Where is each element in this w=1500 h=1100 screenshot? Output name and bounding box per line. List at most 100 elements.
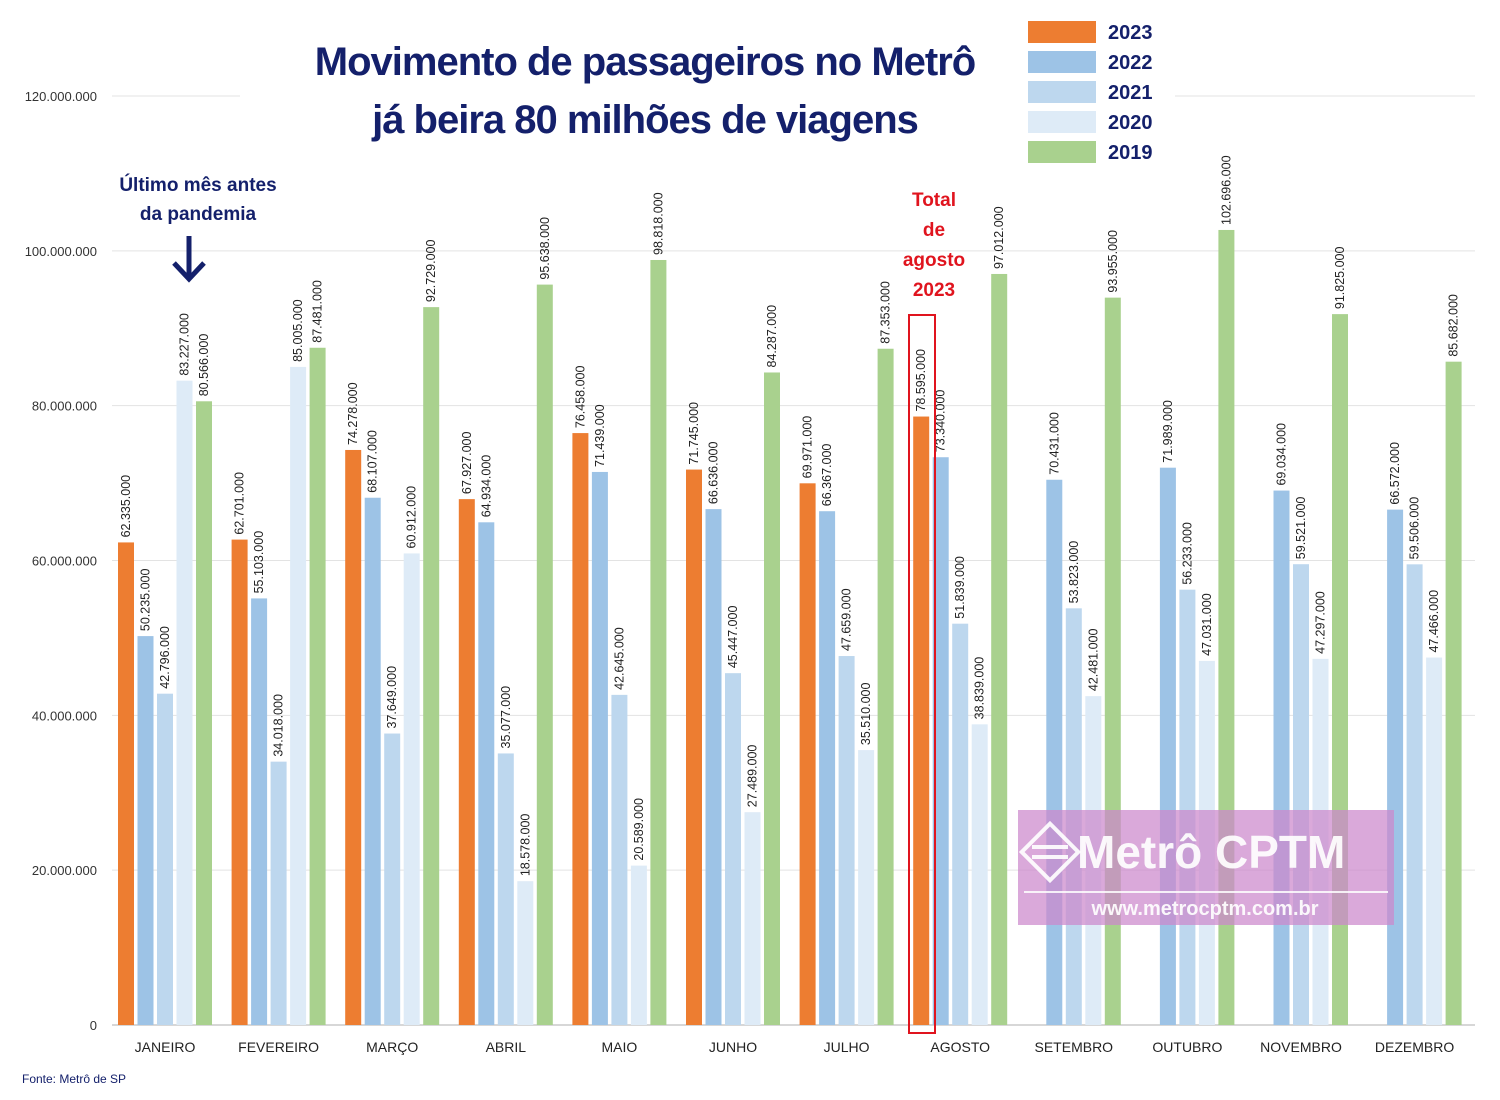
value-label: 55.103.000 xyxy=(252,531,266,594)
value-label: 47.297.000 xyxy=(1314,591,1328,654)
value-label: 78.595.000 xyxy=(914,349,928,412)
bar-2020-junho xyxy=(744,812,761,1025)
value-label: 102.696.000 xyxy=(1219,155,1233,225)
august-note-line-3: agosto xyxy=(903,250,965,271)
value-label: 45.447.000 xyxy=(726,606,740,669)
value-label: 67.927.000 xyxy=(460,432,474,495)
legend-label-2019: 2019 xyxy=(1108,142,1153,164)
bar-2021-maio xyxy=(611,694,628,1025)
bar-2022-agosto xyxy=(932,457,949,1025)
category-label: MARÇO xyxy=(366,1039,418,1055)
bar-2021-fevereiro xyxy=(270,761,287,1025)
bar-2019-abril xyxy=(536,284,553,1025)
value-label: 71.745.000 xyxy=(687,402,701,465)
category-label: MAIO xyxy=(602,1039,638,1055)
value-labels: 62.335.000 50.235.000 42.796.000 83.227.000… xyxy=(119,155,1461,876)
title-line-2: já beira 80 milhões de viagens xyxy=(371,98,918,142)
value-label: 80.566.000 xyxy=(197,334,211,397)
bar-2020-maio xyxy=(630,865,647,1025)
bar-2021-janeiro xyxy=(157,693,173,1025)
value-label: 85.682.000 xyxy=(1447,294,1461,357)
bar-layer xyxy=(118,229,1462,1026)
value-label: 69.034.000 xyxy=(1275,423,1289,486)
y-axis-ticks: 0 20.000.000 40.000.000 60.000.000 80.000.00… xyxy=(25,89,97,1033)
bar-2023-maio xyxy=(572,433,589,1025)
value-label: 62.335.000 xyxy=(119,475,133,538)
value-label: 66.636.000 xyxy=(707,442,721,505)
value-label: 87.353.000 xyxy=(879,281,893,344)
bar-2023-janeiro xyxy=(118,542,134,1025)
bar-2019-maio xyxy=(650,259,667,1025)
category-labels: JANEIRO FEVEREIRO MARÇO ABRIL MAIO JUNHO JULHO… xyxy=(135,1039,1455,1055)
bar-2022-janeiro xyxy=(137,636,154,1025)
value-label: 76.458.000 xyxy=(573,365,587,428)
value-label: 42.481.000 xyxy=(1086,629,1100,692)
legend-swatch-2023 xyxy=(1028,21,1096,43)
bar-2022-março xyxy=(364,497,381,1026)
bar-2020-fevereiro xyxy=(290,366,307,1025)
august-annotation: Total de agosto 2023 xyxy=(903,190,965,1034)
legend-label-2020: 2020 xyxy=(1108,112,1153,134)
legend-swatch-2022 xyxy=(1028,51,1096,73)
value-label: 87.481.000 xyxy=(311,280,325,343)
value-label: 42.645.000 xyxy=(612,627,626,690)
arrow-down-icon xyxy=(172,236,206,283)
legend-swatch-2020 xyxy=(1028,111,1096,133)
value-label: 73.340.000 xyxy=(934,390,948,453)
bar-2023-agosto xyxy=(913,416,930,1025)
value-label: 37.649.000 xyxy=(385,666,399,729)
legend-label-2022: 2022 xyxy=(1108,52,1153,74)
value-label: 59.521.000 xyxy=(1294,497,1308,560)
value-label: 92.729.000 xyxy=(424,240,438,303)
watermark: Metrô CPTM www.metrocptm.com.br xyxy=(1018,810,1394,925)
bar-2021-junho xyxy=(725,673,741,1025)
bar-2022-outubro xyxy=(1159,467,1176,1025)
bar-2020-janeiro xyxy=(176,380,193,1025)
bar-2023-fevereiro xyxy=(231,539,248,1025)
bar-2021-dezembro xyxy=(1406,564,1423,1025)
legend-swatch-2019 xyxy=(1028,141,1096,163)
category-label: ABRIL xyxy=(486,1039,527,1055)
y-tick-label: 120.000.000 xyxy=(25,89,97,104)
bar-2019-fevereiro xyxy=(309,347,326,1026)
category-label: FEVEREIRO xyxy=(238,1039,319,1055)
bar-2021-março xyxy=(384,733,401,1025)
bar-2019-julho xyxy=(877,348,894,1025)
august-note-line-1: Total xyxy=(912,190,956,211)
value-label: 35.510.000 xyxy=(859,682,873,745)
value-label: 47.031.000 xyxy=(1200,593,1214,656)
bar-2022-novembro xyxy=(1273,490,1290,1026)
bar-2020-abril xyxy=(517,881,534,1025)
value-label: 20.589.000 xyxy=(632,798,646,861)
bar-2022-fevereiro xyxy=(251,598,268,1025)
bar-2019-dezembro xyxy=(1445,361,1462,1025)
source-note: Fonte: Metrô de SP xyxy=(22,1072,126,1086)
bar-2020-agosto xyxy=(971,724,988,1025)
bar-2019-março xyxy=(423,307,440,1025)
y-tick-label: 60.000.000 xyxy=(32,554,97,569)
value-label: 93.955.000 xyxy=(1106,230,1120,293)
bar-2021-novembro xyxy=(1293,564,1309,1025)
value-label: 95.638.000 xyxy=(538,217,552,280)
value-label: 59.506.000 xyxy=(1408,497,1422,560)
bar-2019-agosto xyxy=(991,273,1008,1025)
value-label: 56.233.000 xyxy=(1180,522,1194,585)
bar-2021-abril xyxy=(497,753,514,1025)
pandemic-annotation: Último mês antes da pandemia xyxy=(119,174,277,283)
bar-2023-junho xyxy=(686,469,702,1026)
bar-2022-junho xyxy=(705,509,722,1025)
value-label: 70.431.000 xyxy=(1047,412,1061,475)
y-tick-label: 0 xyxy=(90,1018,97,1033)
value-label: 84.287.000 xyxy=(765,305,779,368)
bar-2020-março xyxy=(403,553,420,1025)
bar-2023-abril xyxy=(458,499,475,1025)
value-label: 62.701.000 xyxy=(233,472,247,535)
august-2023-highlight-box xyxy=(908,314,936,1034)
metro-logo-icon xyxy=(1018,820,1082,884)
category-label: AGOSTO xyxy=(930,1039,990,1055)
legend: 2023 2022 2021 2020 2019 xyxy=(1028,21,1153,164)
legend-label-2023: 2023 xyxy=(1108,22,1153,44)
value-label: 83.227.000 xyxy=(178,313,192,376)
value-label: 71.439.000 xyxy=(593,404,607,467)
